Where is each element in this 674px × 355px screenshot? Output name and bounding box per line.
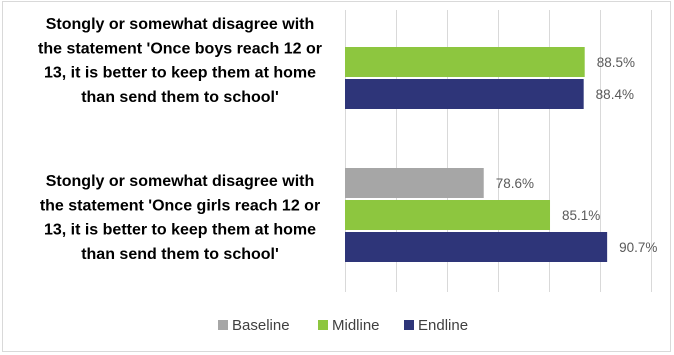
legend-swatch-endline [404,320,414,330]
category-label: the statement 'Once girls reach 12 or [40,197,320,214]
category-label: Stongly or somewhat disagree with [46,16,315,33]
category-label: Stongly or somewhat disagree with [46,173,315,190]
category-label: than send them to school' [81,89,279,106]
category-label: the statement 'Once boys reach 12 or [38,40,322,57]
bar-endline [345,79,584,109]
data-label: 88.5% [597,55,635,70]
bar-midline [345,47,585,77]
data-label: 88.4% [596,87,634,102]
data-label: 85.1% [562,208,600,223]
category-label: than send them to school' [81,246,279,263]
data-label: 90.7% [619,240,657,255]
bar-endline [345,232,608,262]
legend-swatch-midline [318,320,328,330]
category-label: 13, it is better to keep them at home [44,222,316,239]
data-label: 78.6% [496,176,534,191]
legend-label-baseline: Baseline [232,317,290,334]
bar-midline [345,200,551,230]
category-label: 13, it is better to keep them at home [44,65,316,82]
legend-label-midline: Midline [332,317,380,334]
bar-baseline [345,168,484,198]
legend-swatch-baseline [218,320,228,330]
legend-label-endline: Endline [418,317,468,334]
